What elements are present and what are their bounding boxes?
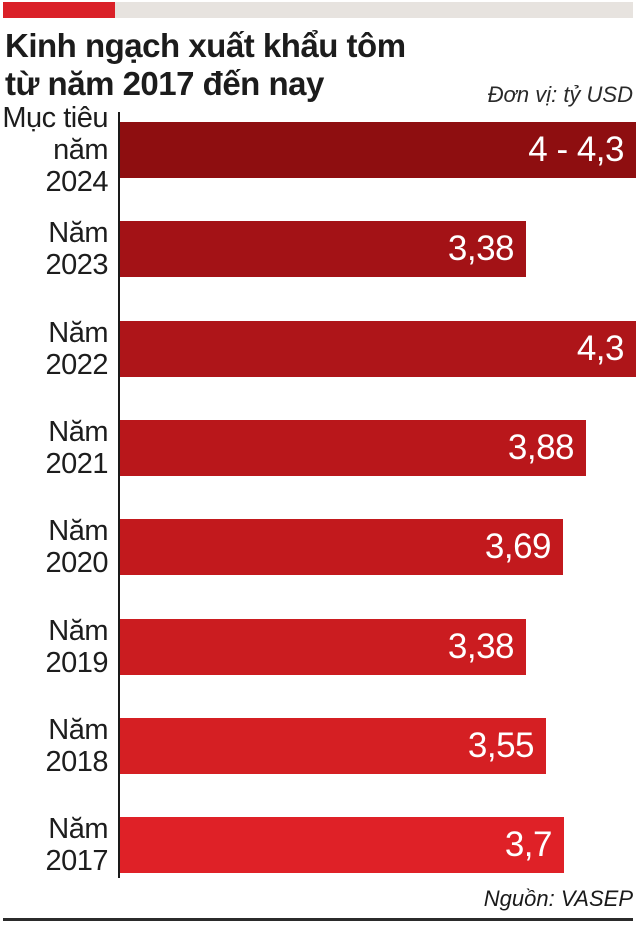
bar-value-label: 3,88 xyxy=(507,428,575,467)
bar-value-label: 3,55 xyxy=(467,726,535,765)
chart-row: Năm 2022 4,3 xyxy=(0,317,640,381)
chart-row: Năm 2020 3,69 xyxy=(0,515,640,579)
bar-value-label: 4 - 4,3 xyxy=(528,130,624,169)
bar-value-label: 3,38 xyxy=(447,627,515,666)
bar: 4,3 xyxy=(120,321,636,377)
source-label: Nguồn: VASEP xyxy=(483,886,633,911)
y-axis-line xyxy=(118,112,120,878)
bottom-rule xyxy=(3,918,633,921)
top-accent-red-block xyxy=(3,2,115,18)
chart-title-line2: từ năm 2017 đến nay xyxy=(5,65,324,102)
category-label: Năm 2019 xyxy=(45,615,108,679)
chart-title: Kinh ngạch xuất khẩu tôm từ năm 2017 đến… xyxy=(5,27,475,103)
chart-row: Năm 2017 3,7 xyxy=(0,813,640,877)
chart-row: Mục tiêu năm 2024 4 - 4,3 xyxy=(0,102,640,198)
category-label: Năm 2023 xyxy=(45,217,108,281)
bar: 3,88 xyxy=(120,420,586,476)
category-label: Năm 2021 xyxy=(45,416,108,480)
bar: 3,38 xyxy=(120,619,526,675)
unit-label: Đơn vị: tỷ USD xyxy=(487,82,633,107)
bar: 3,69 xyxy=(120,519,563,575)
bar: 4 - 4,3 xyxy=(120,122,636,178)
chart-row: Năm 2021 3,88 xyxy=(0,416,640,480)
bar-value-label: 3,7 xyxy=(504,825,553,864)
top-decorative-strip xyxy=(3,2,633,18)
chart-title-line1: Kinh ngạch xuất khẩu tôm xyxy=(5,27,406,64)
bar-value-label: 4,3 xyxy=(576,329,625,368)
bar-value-label: 3,69 xyxy=(484,527,552,566)
chart-row: Năm 2018 3,55 xyxy=(0,714,640,778)
category-label: Mục tiêu năm 2024 xyxy=(2,102,108,198)
bar-value-label: 3,38 xyxy=(447,229,515,268)
bar: 3,38 xyxy=(120,221,526,277)
bar-chart: Mục tiêu năm 2024 4 - 4,3 Năm 2023 3,38 Năm … xyxy=(0,102,640,880)
category-label: Năm 2017 xyxy=(45,813,108,877)
bar: 3,7 xyxy=(120,817,564,873)
category-label: Năm 2022 xyxy=(45,317,108,381)
category-label: Năm 2020 xyxy=(45,515,108,579)
category-label: Năm 2018 xyxy=(45,714,108,778)
chart-row: Năm 2023 3,38 xyxy=(0,217,640,281)
chart-row: Năm 2019 3,38 xyxy=(0,615,640,679)
bar: 3,55 xyxy=(120,718,546,774)
